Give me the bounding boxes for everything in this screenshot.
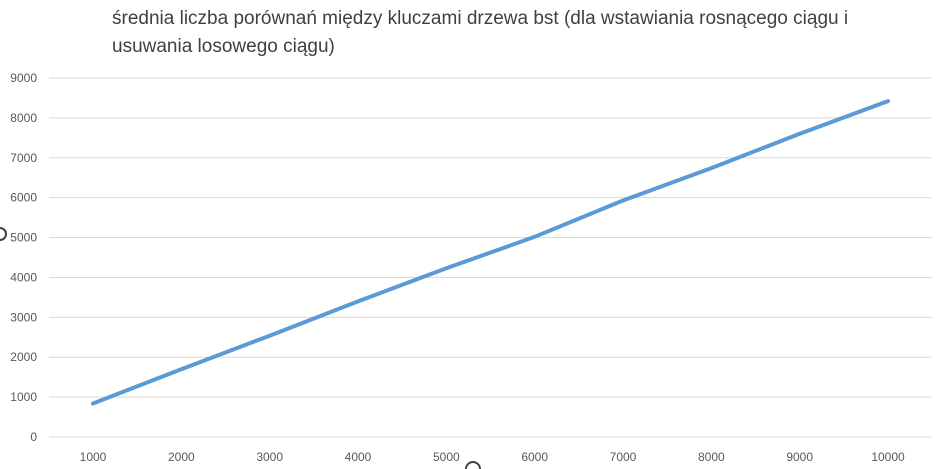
y-tick-label: 5000 — [10, 231, 37, 245]
x-tick-label: 2000 — [168, 450, 195, 464]
x-tick-label: 5000 — [433, 450, 460, 464]
cropped-edge-mark — [465, 461, 481, 469]
x-tick-label: 1000 — [80, 450, 107, 464]
y-tick-label: 6000 — [10, 191, 37, 205]
y-tick-label: 9000 — [10, 71, 37, 85]
x-axis-ticks: 1000 2000 3000 4000 5000 6000 7000 8000 9000 1000… — [80, 450, 905, 464]
y-tick-label: 3000 — [10, 310, 37, 324]
cropped-edge-mark — [0, 227, 7, 241]
series-layer — [91, 99, 890, 406]
series-line — [91, 99, 890, 406]
chart-title: średnia liczba porównań między kluczami … — [112, 8, 849, 57]
x-tick-label: 9000 — [786, 450, 813, 464]
y-tick-label: 7000 — [10, 151, 37, 165]
y-tick-label: 2000 — [10, 350, 37, 364]
x-tick-label: 3000 — [256, 450, 283, 464]
y-tick-label: 1000 — [10, 390, 37, 404]
y-tick-label: 4000 — [10, 270, 37, 284]
y-axis-ticks: 0 1000 2000 3000 4000 5000 6000 7000 8000 9000 — [10, 71, 37, 444]
x-tick-label: 8000 — [698, 450, 725, 464]
x-tick-label: 10000 — [871, 450, 905, 464]
y-tick-label: 0 — [30, 430, 37, 444]
x-tick-label: 4000 — [345, 450, 372, 464]
y-tick-label: 8000 — [10, 111, 37, 125]
x-tick-label: 7000 — [610, 450, 637, 464]
gridlines — [49, 77, 932, 438]
x-tick-label: 6000 — [521, 450, 548, 464]
